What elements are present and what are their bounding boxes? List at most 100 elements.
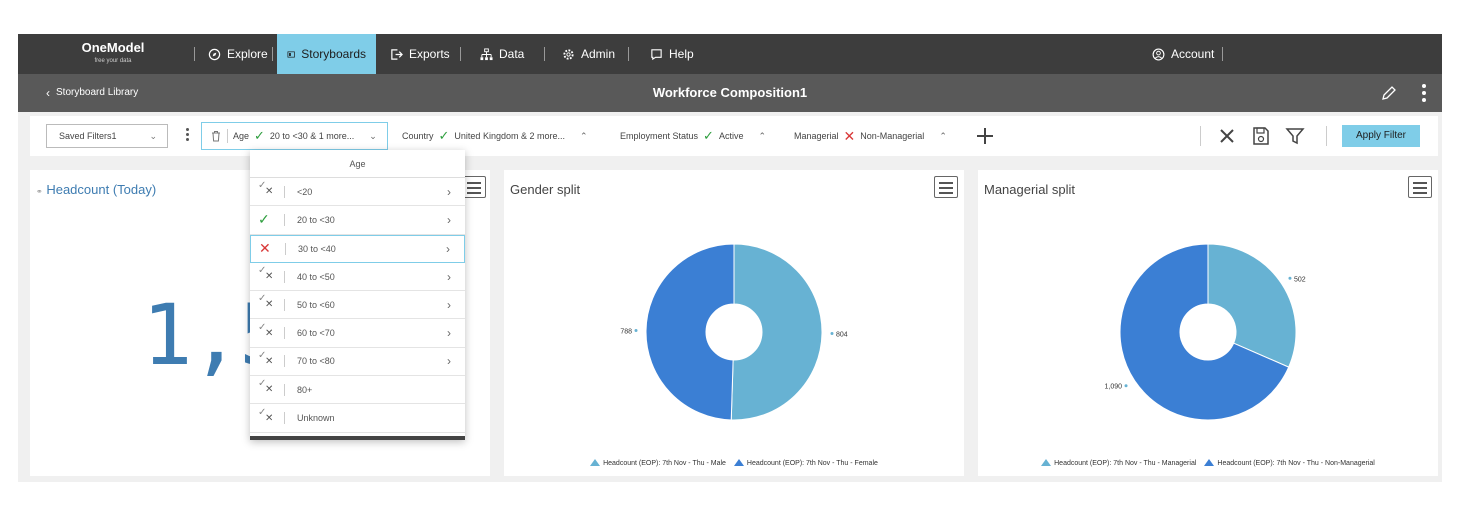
chevron-left-icon: ‹ <box>46 86 50 100</box>
managerial-legend: Headcount (EOP): 7th Nov - Thu - Manager… <box>978 459 1438 467</box>
legend-label: Headcount (EOP): 7th Nov - Thu - Non-Man… <box>1217 460 1375 467</box>
nav-divider <box>460 47 461 61</box>
nav-account[interactable]: Account <box>1142 34 1224 74</box>
nav-exports[interactable]: Exports <box>380 34 460 74</box>
age-option-item[interactable]: ✓ ✕ <20 › <box>250 178 465 207</box>
age-filter-chip[interactable]: Age ✓ 20 to <30 & 1 more... ⌄ <box>201 122 388 150</box>
legend-item-non-managerial[interactable]: Headcount (EOP): 7th Nov - Thu - Non-Man… <box>1204 459 1375 467</box>
age-option-item[interactable]: ✕ 30 to <40 › <box>250 234 465 263</box>
data-label: 502 <box>1294 276 1306 283</box>
chip-divider <box>227 129 228 143</box>
apply-filter-button[interactable]: Apply Filter <box>1342 125 1420 147</box>
legend-label: Headcount (EOP): 7th Nov - Thu - Male <box>603 460 726 467</box>
include-exclude-toggle-icon[interactable]: ✓ ✕ <box>258 349 274 367</box>
trash-icon[interactable] <box>210 130 222 142</box>
legend-item-male[interactable]: Headcount (EOP): 7th Nov - Thu - Male <box>590 459 726 467</box>
item-divider <box>284 298 285 311</box>
legend-item-managerial[interactable]: Headcount (EOP): 7th Nov - Thu - Manager… <box>1041 459 1196 467</box>
gender-legend: Headcount (EOP): 7th Nov - Thu - Male He… <box>504 459 964 467</box>
country-filter-chip[interactable]: Country ✓ United Kingdom & 2 more... ⌃ <box>402 122 588 150</box>
legend-label: Headcount (EOP): 7th Nov - Thu - Manager… <box>1054 460 1197 467</box>
hamburger-menu-icon[interactable] <box>1408 176 1432 198</box>
hamburger-menu-icon[interactable] <box>462 176 486 198</box>
save-floppy-icon[interactable] <box>1250 125 1272 147</box>
nav-admin[interactable]: Admin <box>552 34 625 74</box>
include-exclude-toggle-icon[interactable]: ✓ ✕ <box>258 378 274 396</box>
saved-filters-select[interactable]: Saved Filters1 ⌄ <box>46 124 168 148</box>
item-divider <box>284 213 285 226</box>
x-exclude-icon[interactable]: ✕ <box>259 240 271 257</box>
age-option-item[interactable]: ✓ ✕ 70 to <80 › <box>250 348 465 377</box>
donut-slice[interactable] <box>1207 243 1297 368</box>
data-label-marker <box>634 328 638 332</box>
age-option-item[interactable]: ✓ ✕ 50 to <60 › <box>250 291 465 320</box>
managerial-filter-label: Managerial <box>794 131 839 141</box>
top-nav: OneModel free your data Explore Storyboa… <box>18 34 1442 74</box>
managerial-split-title: Managerial split <box>984 182 1076 197</box>
employment-status-filter-chip[interactable]: Employment Status ✓ Active ⌃ <box>620 122 766 150</box>
onemodel-logo[interactable]: OneModel free your data <box>78 39 148 69</box>
age-option-label: 20 to <30 <box>297 214 335 225</box>
age-option-label: 30 to <40 <box>298 243 336 254</box>
data-label: 1,090 <box>1105 384 1123 391</box>
age-option-label: Unknown <box>297 413 335 424</box>
age-option-item[interactable]: ✓ 20 to <30 › <box>250 206 465 235</box>
age-option-item[interactable]: ✓ ✕ 60 to <70 › <box>250 319 465 348</box>
age-option-item[interactable]: ✓ ✕ 40 to <50 › <box>250 263 465 292</box>
chevron-right-icon[interactable]: › <box>447 354 451 369</box>
include-exclude-toggle-icon[interactable]: ✓ ✕ <box>258 265 274 283</box>
age-option-item[interactable]: ✓ ✕ 80+ <box>250 376 465 405</box>
dropdown-title: Age <box>250 150 465 178</box>
gender-donut-chart: 804 788 <box>620 243 848 421</box>
managerial-split-card: Managerial split 502 1,090 Headcount (EOP… <box>978 170 1438 476</box>
nav-divider <box>194 47 195 61</box>
add-filter-plus-icon[interactable] <box>974 125 996 147</box>
nav-divider <box>544 47 545 61</box>
chevron-right-icon[interactable]: › <box>447 326 451 341</box>
more-vertical-icon[interactable] <box>1420 84 1428 102</box>
include-exclude-toggle-icon[interactable]: ✓ ✕ <box>258 321 274 339</box>
include-exclude-toggle-icon[interactable]: ✓ ✕ <box>258 406 274 424</box>
legend-item-female[interactable]: Headcount (EOP): 7th Nov - Thu - Female <box>733 459 878 467</box>
chevron-right-icon[interactable]: › <box>446 241 450 256</box>
nav-explore[interactable]: Explore <box>198 34 278 74</box>
clear-filters-close-icon[interactable] <box>1216 125 1238 147</box>
nav-storyboards[interactable]: Storyboards <box>277 34 376 74</box>
donut-slice[interactable] <box>645 243 735 421</box>
storyboard-icon <box>287 50 295 58</box>
chevron-right-icon[interactable]: › <box>447 184 451 199</box>
age-option-label: 40 to <50 <box>297 271 335 282</box>
donut-slice[interactable] <box>730 243 823 421</box>
item-divider <box>284 270 285 283</box>
nav-help[interactable]: Help <box>640 34 704 74</box>
pencil-edit-icon[interactable] <box>1380 84 1398 102</box>
check-icon[interactable]: ✓ <box>258 211 270 228</box>
headcount-title-text: Headcount (Today) <box>46 182 157 197</box>
chevron-right-icon[interactable]: › <box>447 297 451 312</box>
managerial-filter-chip[interactable]: Managerial ✕ Non-Managerial ⌃ <box>794 122 947 150</box>
data-label-marker <box>1124 384 1128 388</box>
age-option-label: 80+ <box>297 384 313 395</box>
include-exclude-toggle-icon[interactable]: ✓ ✕ <box>258 293 274 311</box>
storyboard-library-link[interactable]: ‹ Storyboard Library <box>46 74 138 112</box>
chevron-right-icon[interactable]: › <box>447 269 451 284</box>
data-hierarchy-icon <box>480 47 493 60</box>
headcount-card-title[interactable]: ⚭ Headcount (Today) <box>36 182 156 197</box>
hamburger-menu-icon[interactable] <box>934 176 958 198</box>
age-option-label: 60 to <70 <box>297 328 335 339</box>
storyboard-title-bar: ‹ Storyboard Library Workforce Compositi… <box>18 74 1442 112</box>
age-filter-value: 20 to <30 & 1 more... <box>269 131 355 141</box>
funnel-filter-icon[interactable] <box>1284 125 1306 147</box>
user-circle-icon <box>1152 48 1165 60</box>
chevron-up-icon: ⌃ <box>758 130 767 141</box>
nav-data[interactable]: Data <box>470 34 534 74</box>
donut-slice[interactable] <box>1119 243 1290 421</box>
export-icon <box>391 48 403 60</box>
dropdown-scroll-bar[interactable] <box>250 436 465 440</box>
filter-options-icon[interactable] <box>184 126 190 146</box>
include-exclude-toggle-icon[interactable]: ✓ ✕ <box>258 180 274 198</box>
chevron-right-icon[interactable]: › <box>447 212 451 227</box>
link-icon: ⚭ <box>36 187 43 196</box>
age-option-item[interactable]: ✓ ✕ Unknown <box>250 404 465 433</box>
saved-filters-value: Saved Filters1 <box>59 131 117 141</box>
